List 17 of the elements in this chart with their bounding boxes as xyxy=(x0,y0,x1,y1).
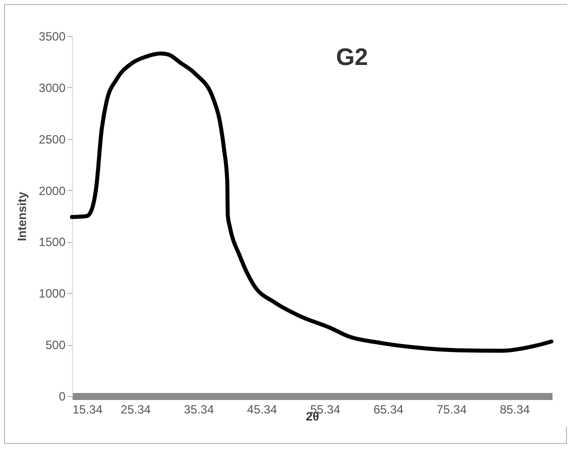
x-tick-label: 85.34 xyxy=(500,402,530,416)
chart-title: G2 xyxy=(336,44,368,71)
x-tick-label: 45.34 xyxy=(247,402,278,416)
y-tick-label: 3000 xyxy=(38,80,66,95)
x-tick-label: 25.34 xyxy=(120,402,152,416)
y-tick-label: 3500 xyxy=(38,30,66,44)
y-tick-label: 0 xyxy=(58,390,66,404)
y-tick-label: 1500 xyxy=(38,235,66,250)
y-tick-label: 2500 xyxy=(38,132,66,146)
y-tick-label: 2000 xyxy=(38,184,66,198)
x-tick-label: 65.34 xyxy=(373,402,404,416)
y-tick-label: 1000 xyxy=(38,286,66,301)
x-tick-label: 75.34 xyxy=(436,402,467,416)
x-tick-label: 15.34 xyxy=(72,402,103,416)
y-axis-title: Intensity xyxy=(14,192,29,242)
y-tick-label: 500 xyxy=(45,338,66,352)
x-tick-label: 35.34 xyxy=(184,402,214,416)
